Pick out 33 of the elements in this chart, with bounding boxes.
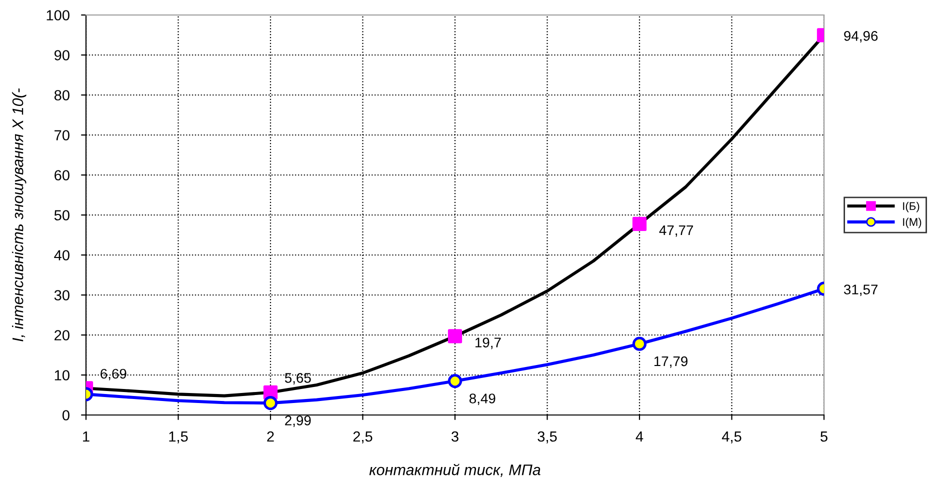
data-label: 5,65 [284, 372, 311, 384]
y-tick-label: 30 [54, 290, 70, 300]
x-tick-label: 4,5 [722, 432, 742, 444]
y-tick-label: 80 [54, 90, 70, 100]
legend-label: I(М) [903, 218, 922, 228]
y-tick-label: 20 [54, 330, 70, 340]
y-tick-label: 40 [54, 250, 70, 260]
x-tick-label: 1 [83, 432, 90, 442]
y-tick-label: 100 [46, 10, 70, 20]
y-axis-title: I, інтенсивність зношування Х 10(- [12, 88, 26, 342]
y-tick-label: 50 [54, 210, 70, 220]
y-tick-label: 90 [54, 50, 70, 60]
data-label: 47,77 [659, 225, 694, 237]
y-tick-label: 10 [54, 370, 70, 380]
y-tick-label: 0 [62, 410, 70, 420]
x-tick-label: 3,5 [538, 431, 557, 444]
x-tick-label: 4 [636, 432, 644, 442]
data-label: 2,99 [285, 416, 311, 428]
y-tick-label: 70 [54, 130, 70, 140]
x-axis-title: контактний тиск, МПа [369, 464, 540, 478]
x-tick-label: 2 [267, 431, 274, 442]
x-tick-label: 1,5 [169, 432, 188, 444]
x-tick-label: 2,5 [353, 431, 372, 444]
y-tick-label: 60 [54, 170, 70, 180]
data-label: 17,79 [654, 356, 688, 368]
x-tick-label: 5 [820, 432, 828, 442]
data-label: 94,96 [844, 31, 878, 42]
data-label: 8,49 [469, 394, 496, 406]
data-label: 19,7 [476, 338, 501, 350]
legend-label: I(Б) [903, 202, 920, 212]
x-tick-label: 3 [452, 431, 458, 442]
data-label: 6,69 [100, 368, 126, 380]
data-label: 31,57 [844, 284, 878, 296]
